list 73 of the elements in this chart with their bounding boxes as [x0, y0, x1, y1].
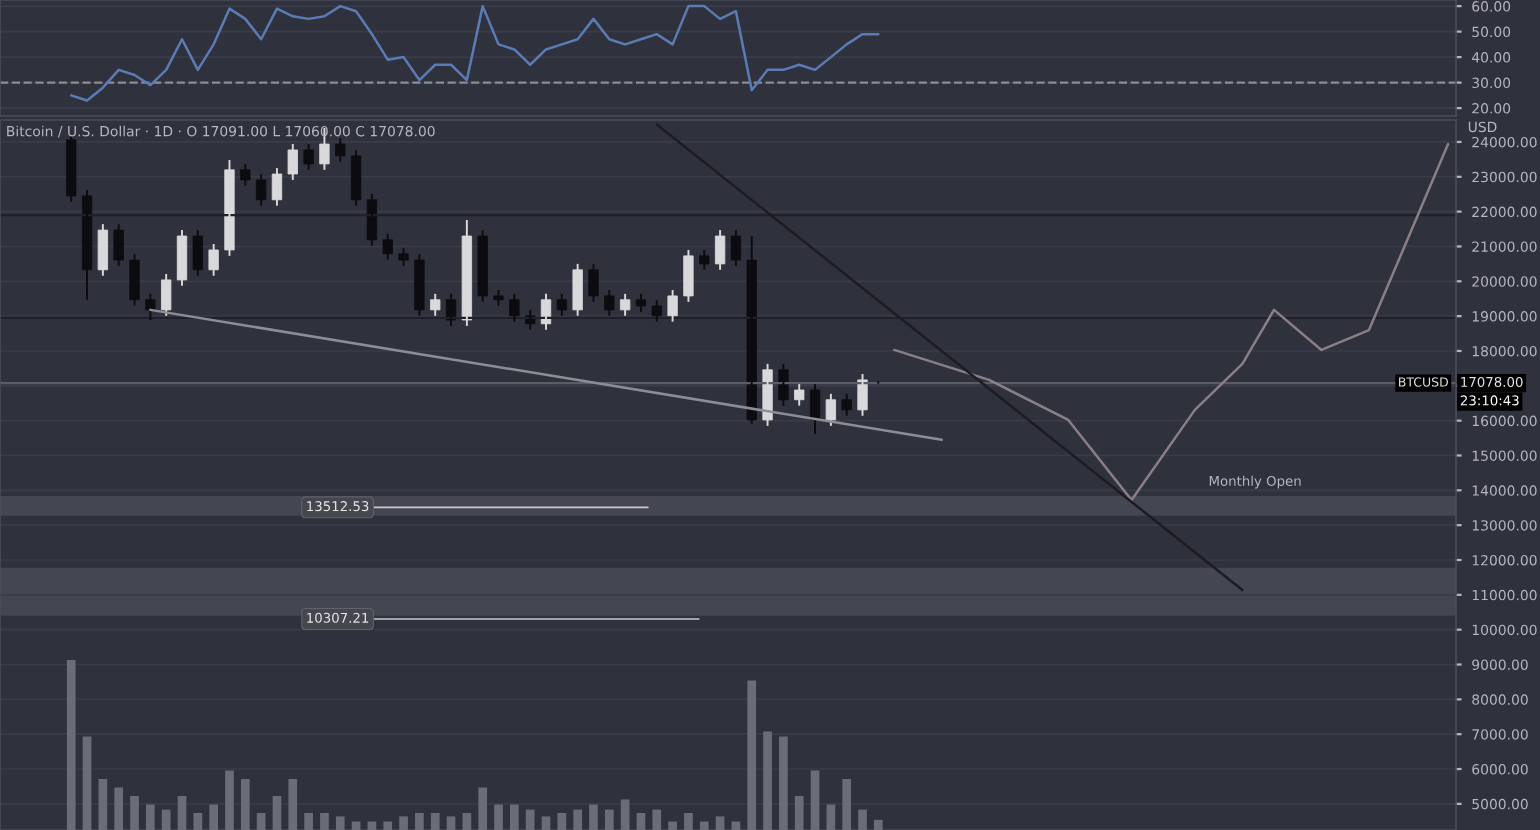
- bar: [541, 816, 551, 830]
- line-series: [892, 142, 1450, 502]
- bar: [415, 813, 424, 830]
- bar: [446, 816, 456, 830]
- bar: [177, 796, 187, 830]
- bar: [779, 736, 788, 830]
- bar: [826, 804, 836, 830]
- bar: [874, 819, 883, 830]
- candlestick: [414, 253, 425, 317]
- candlestick: [857, 373, 868, 417]
- bar: [256, 813, 266, 830]
- bar: [604, 809, 614, 830]
- bar: [794, 796, 804, 830]
- candlestick: [113, 223, 124, 267]
- bar: [304, 813, 313, 830]
- bar: [161, 809, 171, 830]
- bar: [82, 736, 92, 830]
- bar: [335, 816, 345, 830]
- candlestick: [161, 273, 172, 317]
- bar: [858, 809, 867, 830]
- line-series: [69, 4, 880, 102]
- bar: [146, 804, 155, 830]
- bar: [383, 821, 393, 830]
- bar: [842, 779, 852, 830]
- bar: [636, 813, 646, 830]
- candlestick: [303, 143, 314, 171]
- bar: [114, 787, 124, 830]
- candlestick: [841, 392, 852, 417]
- bar: [209, 804, 218, 830]
- bar: [589, 804, 598, 830]
- candlestick: [683, 248, 694, 303]
- bar: [272, 796, 282, 830]
- bar: [810, 770, 820, 830]
- bar: [557, 813, 567, 830]
- candlestick: [699, 248, 710, 271]
- bar: [478, 787, 488, 830]
- bar: [715, 816, 725, 830]
- candlestick: [588, 262, 599, 303]
- bar: [462, 813, 472, 830]
- candlestick: [335, 137, 346, 163]
- candlestick: [572, 262, 583, 317]
- bar: [684, 813, 693, 830]
- bar: [225, 770, 234, 830]
- candlestick: [240, 162, 251, 187]
- candlestick: [604, 289, 615, 317]
- bar: [510, 804, 519, 830]
- bar: [288, 779, 298, 830]
- bar: [98, 779, 108, 830]
- bar: [399, 816, 408, 830]
- bar: [525, 809, 535, 830]
- candlestick: [651, 299, 662, 323]
- bar: [763, 731, 772, 830]
- bar: [130, 796, 139, 830]
- bar: [652, 809, 662, 830]
- candlestick: [224, 159, 235, 257]
- bar: [193, 813, 203, 830]
- candlestick: [398, 246, 409, 267]
- bar: [430, 813, 440, 830]
- candlestick: [556, 292, 567, 317]
- bar: [573, 809, 582, 830]
- bar: [240, 779, 250, 830]
- bar: [620, 799, 630, 830]
- bar: [494, 804, 503, 830]
- bar: [320, 813, 329, 830]
- bar: [747, 680, 757, 830]
- bar: [66, 660, 76, 830]
- bar: [668, 821, 677, 830]
- bar: [699, 821, 709, 830]
- candlestick: [619, 292, 631, 317]
- candlestick: [129, 253, 140, 307]
- candlestick: [794, 383, 805, 407]
- candlestick: [287, 143, 298, 181]
- candlestick: [430, 292, 441, 317]
